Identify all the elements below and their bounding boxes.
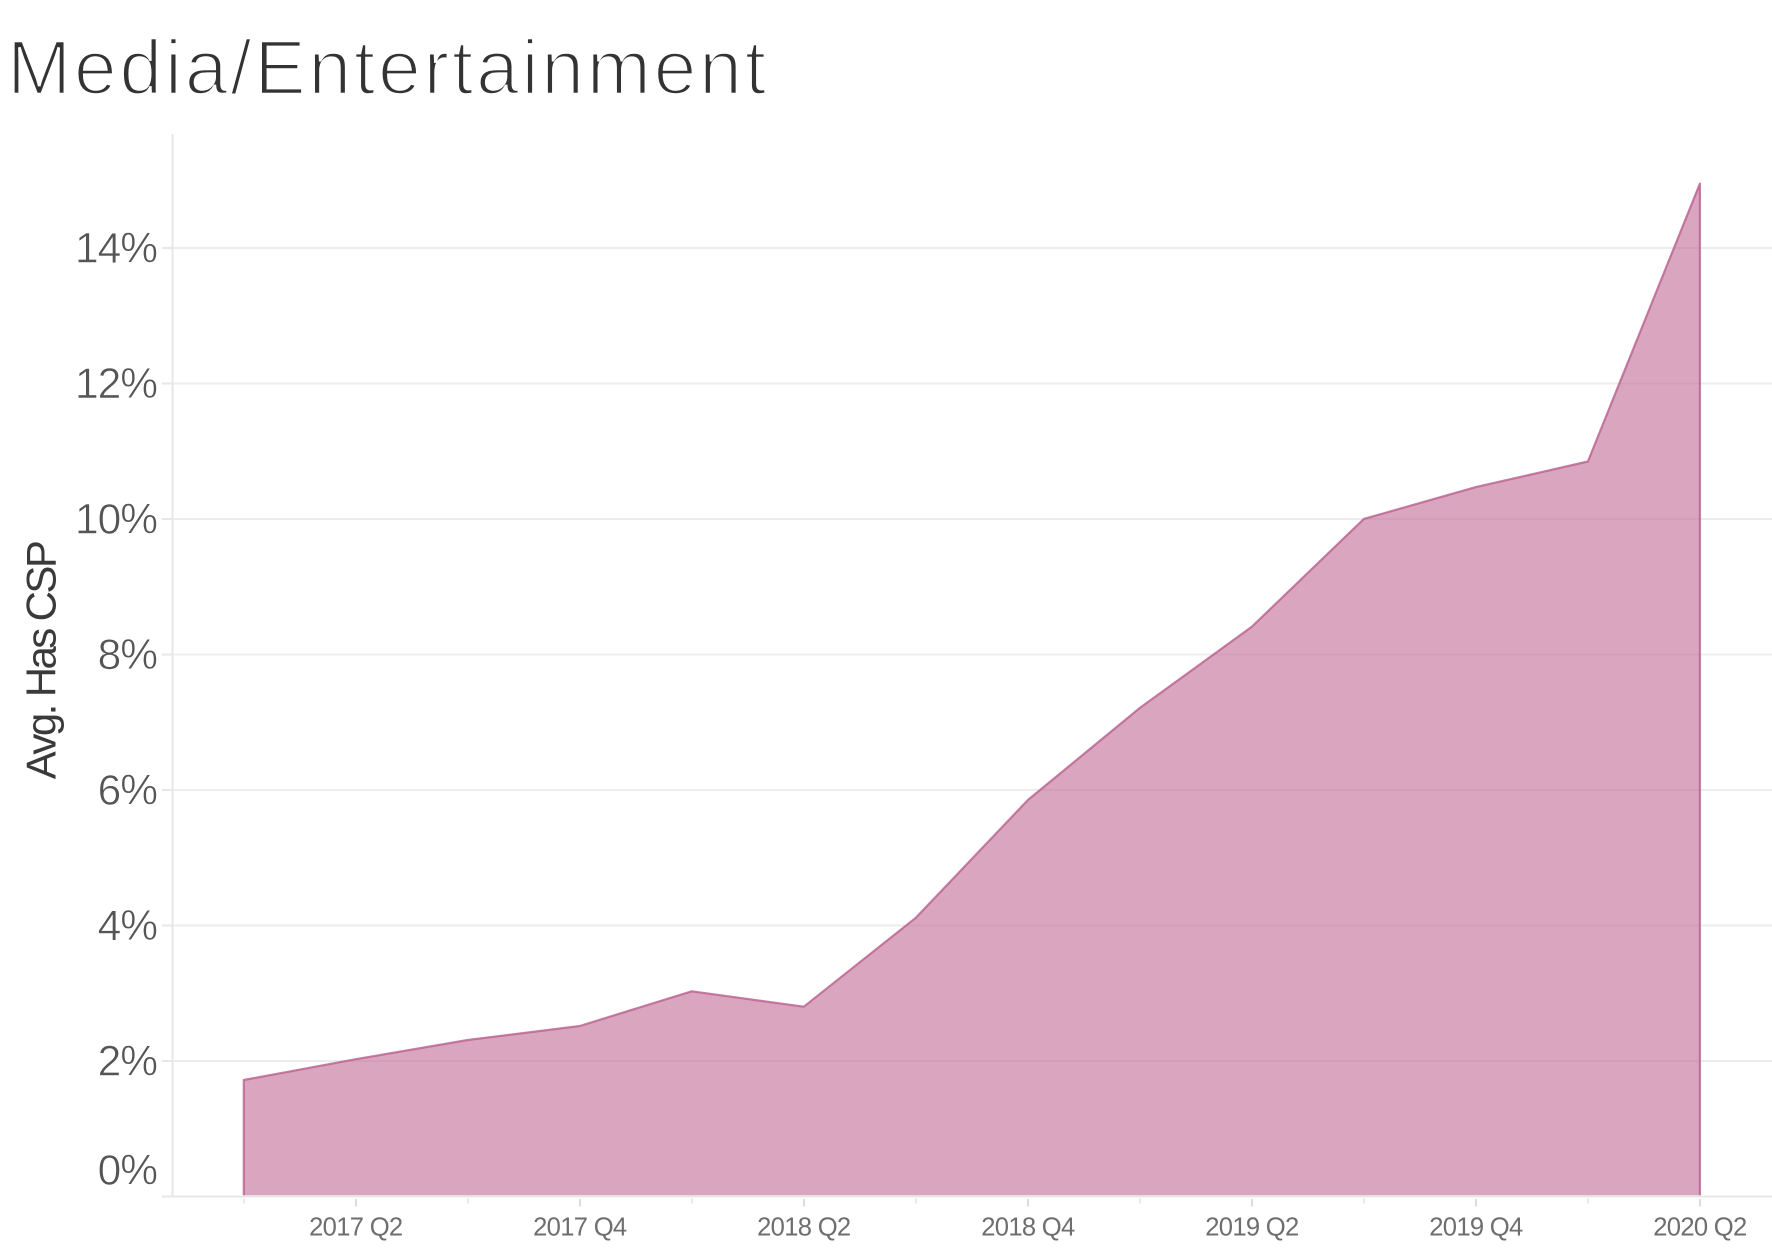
svg-text:2%: 2% (98, 1039, 158, 1086)
svg-text:14%: 14% (75, 226, 157, 273)
svg-text:10%: 10% (75, 497, 157, 544)
svg-text:Avg. Has CSP: Avg. Has CSP (18, 542, 65, 779)
svg-text:12%: 12% (75, 361, 157, 408)
svg-text:2019 Q4: 2019 Q4 (1429, 1214, 1523, 1242)
svg-text:2019 Q2: 2019 Q2 (1205, 1214, 1298, 1242)
svg-text:2018 Q4: 2018 Q4 (981, 1214, 1075, 1242)
svg-text:8%: 8% (98, 632, 158, 679)
svg-text:2017 Q2: 2017 Q2 (309, 1214, 402, 1242)
svg-text:4%: 4% (98, 903, 158, 950)
svg-text:2017 Q4: 2017 Q4 (533, 1214, 627, 1242)
svg-text:Media/Entertainment: Media/Entertainment (7, 25, 769, 111)
svg-text:0%: 0% (98, 1148, 158, 1195)
svg-text:2020 Q2: 2020 Q2 (1653, 1214, 1746, 1242)
svg-text:6%: 6% (98, 768, 158, 815)
svg-text:2018 Q2: 2018 Q2 (757, 1214, 850, 1242)
